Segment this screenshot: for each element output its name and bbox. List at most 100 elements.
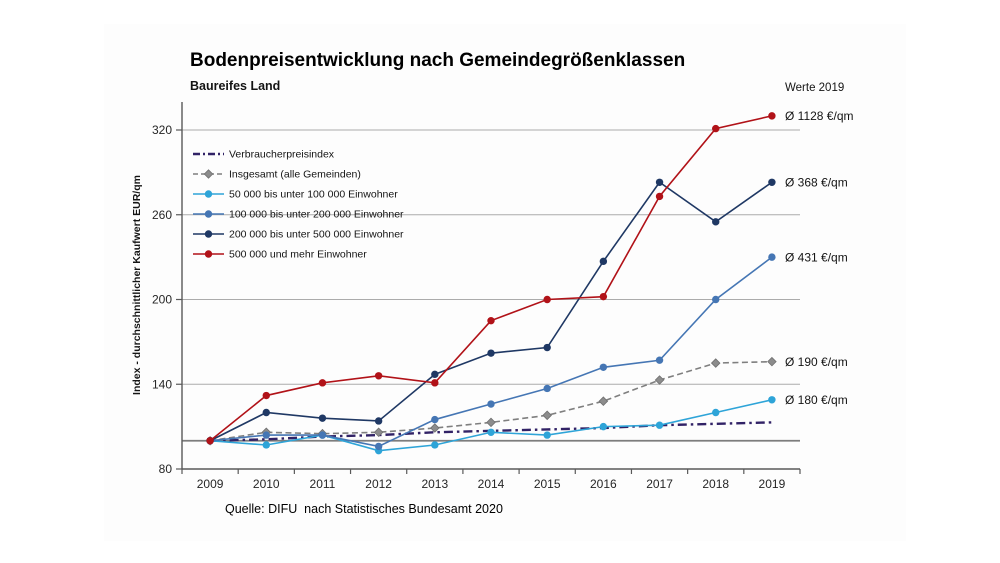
x-tick-label: 2018 bbox=[702, 477, 729, 491]
axis-labels: 80 140 200 260 320 2009 2010 2011 2012 2013 2014 20… bbox=[152, 123, 786, 491]
chart-title: Bodenpreisentwicklung nach Gemeindegröße… bbox=[190, 50, 686, 71]
x-tick-label: 2015 bbox=[534, 477, 561, 491]
data-point-marker bbox=[374, 442, 383, 451]
legend-label: 50 000 bis unter 100 000 Einwohner bbox=[229, 189, 398, 201]
series-insgesamt-alle-gemeinden: Ø 190 €/qm bbox=[205, 355, 848, 446]
data-point-marker bbox=[768, 396, 776, 404]
series-500-000-und-mehr-einwohner: Ø 1128 €/qm bbox=[206, 109, 853, 445]
data-point-marker bbox=[486, 417, 496, 428]
data-point-marker bbox=[374, 417, 383, 425]
legend-item-50-000-bis-unter-100-000-einwohner: 50 000 bis unter 100 000 Einwohner bbox=[193, 189, 398, 201]
x-tick-label: 2017 bbox=[646, 477, 673, 491]
data-point-marker bbox=[374, 372, 383, 380]
legend-label: 100 000 bis unter 200 000 Einwohner bbox=[229, 209, 404, 221]
x-tick-label: 2012 bbox=[365, 477, 392, 491]
data-point-marker bbox=[599, 422, 608, 431]
x-tick-label: 2009 bbox=[197, 477, 224, 491]
y-tick-label: 200 bbox=[152, 293, 172, 307]
data-point-marker bbox=[203, 169, 214, 179]
data-point-marker bbox=[768, 112, 776, 120]
x-tick-label: 2014 bbox=[478, 477, 505, 491]
data-point-marker bbox=[654, 375, 665, 385]
data-point-marker bbox=[710, 358, 721, 368]
legend-item-insgesamt-alle-gemeinden: Insgesamt (alle Gemeinden) bbox=[193, 169, 361, 181]
data-point-marker bbox=[487, 349, 495, 357]
data-point-marker bbox=[599, 292, 608, 301]
data-point-marker bbox=[431, 415, 439, 424]
value-annotation: Ø 368 €/qm bbox=[785, 175, 848, 189]
data-point-marker bbox=[598, 396, 609, 406]
legend-label: 200 000 bis unter 500 000 Einwohner bbox=[229, 229, 404, 241]
data-point-marker bbox=[431, 441, 439, 449]
data-point-marker bbox=[768, 253, 776, 261]
data-point-marker bbox=[543, 343, 551, 352]
legend-item-100-000-bis-unter-200-000-einwohner: 100 000 bis unter 200 000 Einwohner bbox=[193, 209, 404, 221]
data-point-marker bbox=[599, 363, 608, 371]
data-point-marker bbox=[206, 437, 214, 445]
legend-label: Insgesamt (alle Gemeinden) bbox=[229, 169, 361, 181]
data-point-marker bbox=[262, 408, 270, 417]
series-200-000-bis-unter-500-000-einwohner: Ø 368 €/qm bbox=[206, 175, 848, 445]
data-point-marker bbox=[318, 379, 327, 387]
x-tick-label: 2011 bbox=[310, 477, 336, 491]
y-tick-label: 260 bbox=[152, 208, 172, 222]
values-2019-header: Werte 2019 bbox=[785, 82, 845, 94]
chart-legend: Verbraucherpreisindex Insgesamt (alle Gem… bbox=[193, 149, 404, 261]
data-point-marker bbox=[431, 370, 439, 379]
axes bbox=[176, 102, 801, 474]
data-point-marker bbox=[712, 295, 720, 304]
data-point-marker bbox=[712, 124, 720, 133]
data-point-marker bbox=[655, 356, 664, 364]
data-point-marker bbox=[262, 391, 270, 400]
data-point-marker bbox=[204, 250, 213, 258]
y-tick-label: 80 bbox=[159, 462, 173, 476]
data-point-marker bbox=[655, 192, 664, 201]
data-point-marker bbox=[204, 190, 213, 198]
data-point-marker bbox=[543, 295, 551, 304]
data-point-marker bbox=[655, 178, 664, 186]
data-point-marker bbox=[487, 316, 495, 325]
data-point-marker bbox=[487, 428, 495, 436]
data-point-marker bbox=[543, 431, 551, 439]
legend-item-200-000-bis-unter-500-000-einwohner: 200 000 bis unter 500 000 Einwohner bbox=[193, 229, 404, 241]
figure-card bbox=[104, 24, 906, 541]
data-point-marker bbox=[204, 230, 213, 238]
data-point-marker bbox=[204, 210, 213, 218]
x-tick-label: 2019 bbox=[759, 477, 786, 491]
data-point-marker bbox=[712, 408, 720, 417]
x-tick-label: 2016 bbox=[590, 477, 617, 491]
y-tick-label: 140 bbox=[152, 377, 172, 391]
data-point-marker bbox=[768, 178, 776, 186]
chart-subtitle: Baureifes Land bbox=[190, 79, 281, 93]
gridlines bbox=[182, 129, 800, 442]
legend-label: Verbraucherpreisindex bbox=[229, 149, 335, 161]
value-annotation: Ø 180 €/qm bbox=[785, 393, 848, 407]
data-point-marker bbox=[262, 441, 270, 449]
y-tick-label: 320 bbox=[152, 123, 172, 137]
series-line bbox=[209, 360, 772, 442]
x-tick-label: 2013 bbox=[421, 477, 448, 491]
data-point-marker bbox=[262, 431, 270, 439]
x-tick-label: 2010 bbox=[253, 477, 280, 491]
value-annotation: Ø 431 €/qm bbox=[785, 250, 848, 264]
data-point-marker bbox=[712, 218, 720, 226]
data-point-marker bbox=[373, 427, 384, 438]
data-point-marker bbox=[542, 410, 552, 421]
series-line bbox=[209, 115, 773, 442]
data-point-marker bbox=[599, 257, 608, 266]
data-point-marker bbox=[318, 431, 327, 439]
data-point-marker bbox=[430, 423, 440, 433]
data-point-marker bbox=[431, 379, 439, 387]
data-point-marker bbox=[655, 421, 664, 429]
source-note: Quelle: DIFU nach Statistisches Bundesam… bbox=[225, 502, 503, 516]
legend-label: 500 000 und mehr Einwohner bbox=[229, 249, 367, 261]
data-point-marker bbox=[487, 400, 495, 408]
legend-item-500-000-und-mehr-einwohner: 500 000 und mehr Einwohner bbox=[193, 249, 367, 261]
legend-item-verbraucherpreisindex: Verbraucherpreisindex bbox=[193, 149, 335, 161]
data-point-marker bbox=[767, 356, 777, 367]
value-annotation: Ø 190 €/qm bbox=[785, 355, 848, 369]
value-annotation: Ø 1128 €/qm bbox=[785, 109, 853, 123]
data-point-marker bbox=[318, 414, 327, 422]
series-100-000-bis-unter-200-000-einwohner: Ø 431 €/qm bbox=[206, 250, 848, 451]
